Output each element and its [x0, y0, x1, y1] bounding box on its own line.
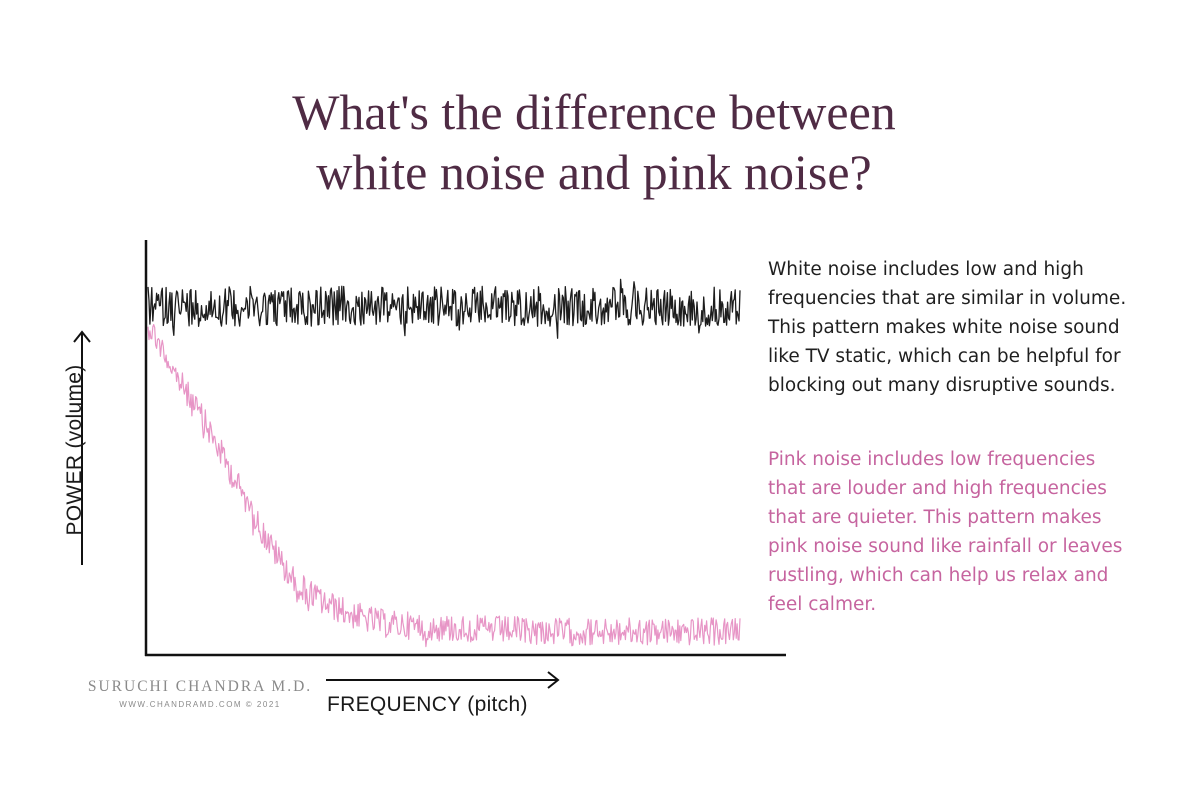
plot-area — [147, 278, 741, 648]
pink-noise-description: Pink noise includes low frequencies that… — [768, 449, 1123, 615]
y-axis-arrow-head — [73, 330, 91, 343]
title-line-1: What's the difference between — [292, 84, 896, 140]
branding: SURUCHI CHANDRA M.D. WWW.CHANDRAMD.COM ©… — [87, 678, 313, 709]
y-axis-label: POWER (volume) — [63, 364, 86, 536]
white-noise-description: White noise includes low and high freque… — [768, 259, 1127, 396]
brand-url: WWW.CHANDRAMD.COM © 2021 — [119, 700, 281, 709]
brand-name: SURUCHI CHANDRA M.D. — [87, 678, 313, 695]
white-noise-series-line — [147, 278, 741, 339]
pink-noise-series-line — [147, 324, 741, 648]
x-axis-label: FREQUENCY (pitch) — [327, 693, 528, 716]
x-axis-arrow-head — [547, 671, 560, 689]
title-line-2: white noise and pink noise? — [316, 144, 872, 200]
page-title: What's the difference between white nois… — [0, 82, 1188, 202]
axis-arrows — [73, 330, 560, 689]
